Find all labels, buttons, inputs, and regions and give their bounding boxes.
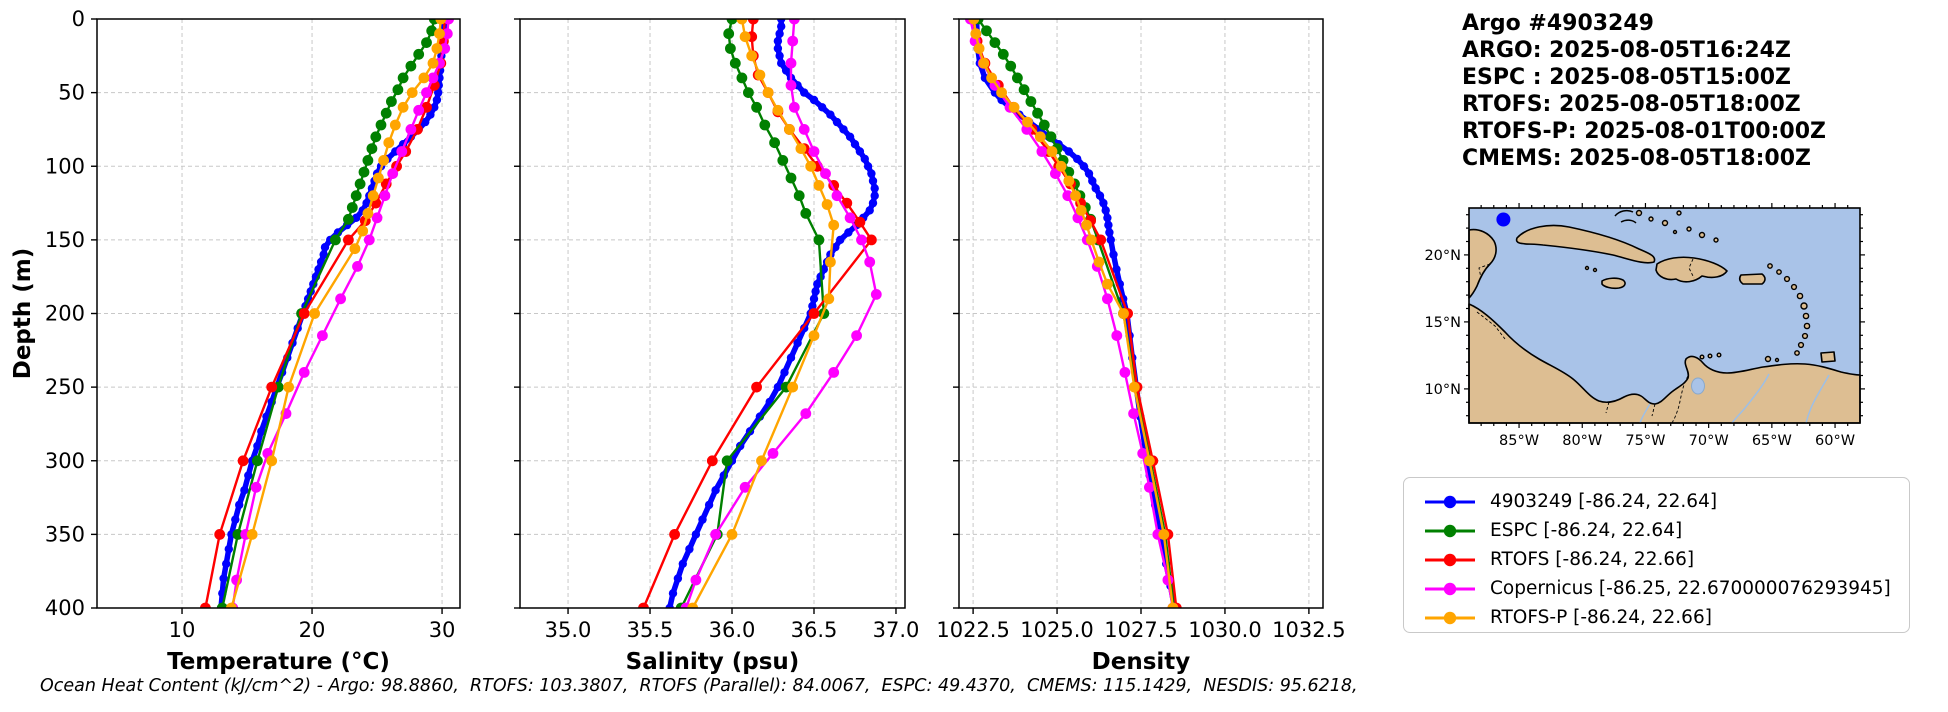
title-line: CMEMS: 2025-08-05T18:00Z xyxy=(1462,146,1811,171)
x-tick-label: 36.0 xyxy=(709,618,756,642)
map-land-americas xyxy=(1468,303,1861,424)
legend-line-marker-icon xyxy=(1425,582,1475,595)
series-markers-RTOFS-P xyxy=(968,19,1179,608)
map-lon-label: 65°W xyxy=(1752,433,1792,449)
map-land-jamaica xyxy=(1601,277,1626,290)
map-land-puerto-rico xyxy=(1738,273,1766,285)
map-frame xyxy=(1468,207,1861,424)
x-tick-label: 1022.5 xyxy=(936,618,1009,642)
map-lon-label: 80°W xyxy=(1562,433,1602,449)
x-tick-label: 30 xyxy=(429,618,456,642)
map-ticks xyxy=(1464,203,1865,428)
title-line: Argo #4903249 xyxy=(1462,11,1654,36)
x-tick-label: 37.0 xyxy=(873,618,920,642)
ohc-footer-text: Ocean Heat Content (kJ/cm^2) - Argo: 98.… xyxy=(40,676,1358,696)
x-tick-label: 35.0 xyxy=(545,618,592,642)
y-tick-label: 200 xyxy=(45,302,85,326)
x-tick-label: 1030.0 xyxy=(1188,618,1261,642)
map-lat-label: 10°N xyxy=(1424,382,1461,398)
location-map: 20°N 15°N 10°N 85°W 80°W 75°W 70°W 65°W 60°W xyxy=(1424,203,1865,449)
title-line: RTOFS: 2025-08-05T18:00Z xyxy=(1462,92,1801,117)
series-markers-4903249 xyxy=(665,19,879,608)
legend-label: 4903249 [-86.24, 22.64] xyxy=(1490,491,1718,512)
series-markers-RTOFS xyxy=(200,19,451,608)
legend-entry: RTOFS [-86.24, 22.66] xyxy=(1422,545,1909,574)
series-group xyxy=(965,19,1182,608)
x-tick-label: 1027.5 xyxy=(1104,618,1177,642)
title-block: Argo #4903249 ARGO: 2025-08-05T16:24Z ESPC… xyxy=(1462,10,1826,172)
y-tick-label: 400 xyxy=(45,596,85,620)
x-tick-label: 20 xyxy=(299,618,326,642)
map-lat-label: 15°N xyxy=(1424,315,1461,331)
y-tick-label: 250 xyxy=(45,375,85,399)
series-markers-RTOFS-P xyxy=(226,19,447,608)
x-axis-title: Temperature (°C) xyxy=(167,649,390,675)
legend-line-marker-icon xyxy=(1425,611,1475,624)
legend-label: RTOFS-P [-86.24, 22.66] xyxy=(1490,607,1712,628)
legend-entry: Copernicus [-86.25, 22.670000076293945] xyxy=(1422,574,1909,603)
y-tick-label: 150 xyxy=(45,228,85,252)
y-tick-label: 50 xyxy=(58,81,85,105)
map-lake-maracaibo xyxy=(1691,377,1705,395)
legend-entry: ESPC [-86.24, 22.64] xyxy=(1422,516,1909,545)
y-tick-label: 300 xyxy=(45,449,85,473)
map-rivers xyxy=(1639,373,1830,424)
legend-label: RTOFS [-86.24, 22.66] xyxy=(1490,549,1695,570)
series-markers-RTOFS-P xyxy=(687,19,840,608)
map-borders xyxy=(1476,258,1695,424)
x-tick-label: 1025.0 xyxy=(1020,618,1093,642)
title-line: ARGO: 2025-08-05T16:24Z xyxy=(1462,38,1791,63)
map-lon-label: 85°W xyxy=(1499,433,1539,449)
argo-float-marker xyxy=(1496,212,1511,227)
title-line: ESPC : 2025-08-05T15:00Z xyxy=(1462,65,1791,90)
series-markers-Copernicus xyxy=(680,19,882,608)
legend-entry: RTOFS-P [-86.24, 22.66] xyxy=(1422,603,1909,632)
map-lon-label: 60°W xyxy=(1815,433,1855,449)
map-lon-label: 75°W xyxy=(1625,433,1665,449)
map-small-islands xyxy=(1584,209,1811,363)
depth-axis-label: Depth (m) xyxy=(10,248,36,380)
y-tick-label: 350 xyxy=(45,522,85,546)
map-lon-label: 70°W xyxy=(1689,433,1729,449)
map-bank-outlines xyxy=(1614,209,1637,224)
series-group xyxy=(200,19,454,608)
x-axis-title: Density xyxy=(1092,649,1191,675)
legend: 4903249 [-86.24, 22.64] ESPC [-86.24, 22.… xyxy=(1403,477,1910,633)
legend-line-marker-icon xyxy=(1425,524,1475,537)
map-land xyxy=(1468,209,1861,424)
grid-lines xyxy=(520,18,905,609)
x-tick-label: 1032.5 xyxy=(1272,618,1345,642)
title-line: RTOFS-P: 2025-08-01T00:00Z xyxy=(1462,119,1826,144)
x-tick-label: 10 xyxy=(169,618,196,642)
y-tick-label: 0 xyxy=(72,7,85,31)
legend-line-marker-icon xyxy=(1425,553,1475,566)
legend-entry: 4903249 [-86.24, 22.64] xyxy=(1422,487,1909,516)
map-land-cuba xyxy=(1515,224,1656,264)
legend-label: Copernicus [-86.25, 22.670000076293945] xyxy=(1490,578,1891,599)
x-tick-label: 35.5 xyxy=(627,618,674,642)
map-lat-label: 20°N xyxy=(1424,248,1461,264)
y-tick-label: 100 xyxy=(45,154,85,178)
x-axis-title: Salinity (psu) xyxy=(626,649,800,675)
legend-label: ESPC [-86.24, 22.64] xyxy=(1490,520,1683,541)
map-land-hispaniola xyxy=(1655,256,1728,283)
legend-line-marker-icon xyxy=(1425,495,1475,508)
series-group xyxy=(638,19,882,608)
map-land-trinidad xyxy=(1820,351,1836,363)
x-tick-label: 36.5 xyxy=(791,618,838,642)
